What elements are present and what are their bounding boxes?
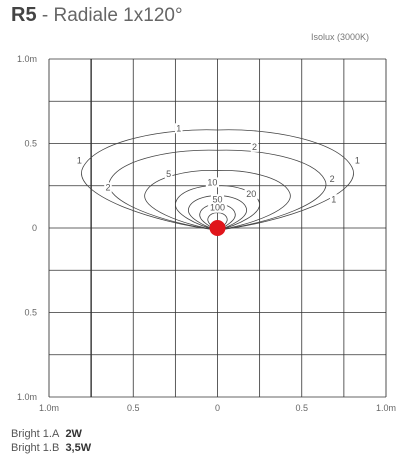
isolux-contour bbox=[207, 212, 228, 231]
isolux-subtitle: Isolux (3000K) bbox=[311, 32, 370, 42]
contour-label-background bbox=[164, 168, 173, 179]
contour-label: 2 bbox=[330, 174, 335, 184]
contour-label: 1 bbox=[77, 155, 82, 165]
legend-label: Bright 1.A bbox=[11, 428, 60, 440]
contour-label: 10 bbox=[207, 177, 217, 187]
x-tick-label: 1.0m bbox=[39, 403, 59, 413]
light-source-marker bbox=[209, 220, 226, 236]
contour-label-background bbox=[250, 141, 259, 152]
contour-label-background bbox=[329, 194, 338, 205]
model-code: R5 bbox=[11, 4, 37, 26]
contour-label: 2 bbox=[105, 182, 110, 192]
x-tick-label: 0.5 bbox=[295, 403, 308, 413]
chart-title: R5 - Radiale 1x120° bbox=[11, 4, 183, 27]
legend-value: 3,5W bbox=[65, 442, 92, 454]
contour-label-background bbox=[174, 123, 183, 134]
y-tick-label: 0.5 bbox=[24, 139, 37, 149]
title-separator: - bbox=[36, 5, 54, 26]
contour-label: 1 bbox=[176, 123, 181, 133]
x-tick-label: 0.5 bbox=[127, 403, 140, 413]
contour-label: 2 bbox=[252, 142, 257, 152]
y-tick-label: 0 bbox=[32, 223, 37, 233]
model-name: Radiale 1x120° bbox=[53, 5, 183, 26]
contour-label-background bbox=[328, 173, 336, 184]
legend-item-bright-1a: Bright 1.A 2W bbox=[11, 428, 82, 440]
contour-label: 1 bbox=[331, 194, 336, 204]
y-tick-label: 1.0m bbox=[17, 392, 37, 402]
contour-label-background bbox=[205, 177, 220, 188]
contour-label: 20 bbox=[246, 189, 256, 199]
legend-item-bright-1b: Bright 1.B 3,5W bbox=[11, 442, 91, 454]
x-tick-label: 0 bbox=[215, 403, 220, 413]
legend-value: 2W bbox=[65, 428, 82, 440]
contour-label-background bbox=[244, 189, 258, 200]
contour-label-background bbox=[75, 155, 84, 166]
contour-label-background bbox=[104, 182, 112, 193]
contour-label: 50 bbox=[212, 194, 222, 204]
contour-label: 5 bbox=[166, 169, 171, 179]
isolux-contour bbox=[144, 170, 291, 231]
contour-label-background bbox=[210, 194, 225, 205]
contour-label: 1 bbox=[355, 155, 360, 165]
x-tick-label: 1.0m bbox=[376, 403, 396, 413]
y-tick-label: 0.5 bbox=[24, 308, 37, 318]
isolux-contour bbox=[108, 149, 327, 231]
isolux-contour bbox=[81, 129, 354, 231]
contour-label-background bbox=[353, 155, 362, 166]
contour-label-background bbox=[208, 202, 227, 213]
y-tick-label: 1.0m bbox=[17, 54, 37, 64]
legend-label: Bright 1.B bbox=[11, 442, 60, 454]
contour-label: 100 bbox=[210, 203, 225, 213]
